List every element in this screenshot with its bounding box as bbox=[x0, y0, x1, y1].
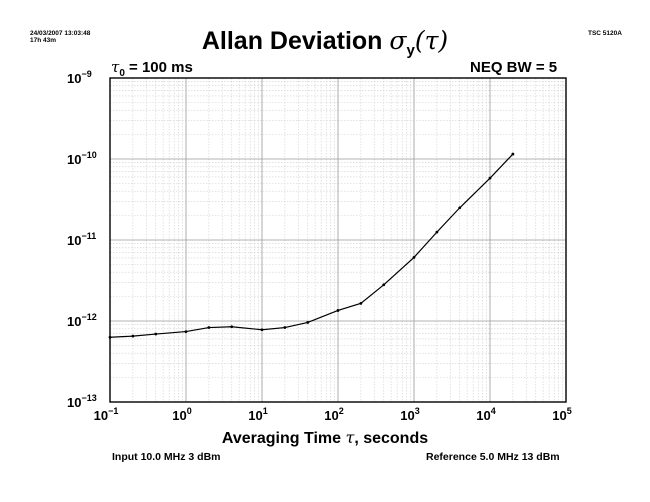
tau0-value: = 100 ms bbox=[124, 59, 193, 76]
data-point bbox=[359, 301, 363, 305]
x-tick-label: 102 bbox=[324, 406, 343, 423]
data-point bbox=[207, 326, 211, 329]
reference-info: Reference 5.0 MHz 13 dBm bbox=[426, 451, 560, 463]
x-axis-label: Averaging Time τ, seconds bbox=[0, 428, 650, 448]
instrument-id: TSC 5120A bbox=[588, 30, 622, 37]
data-point bbox=[458, 206, 462, 210]
duration: 17h 43m bbox=[30, 37, 57, 44]
neq-bw-label: NEQ BW = 5 bbox=[470, 59, 558, 76]
data-point bbox=[488, 176, 492, 180]
data-point bbox=[382, 283, 386, 287]
timestamp: 24/03/2007 13:03:48 bbox=[30, 30, 91, 37]
xlabel-tau: τ bbox=[345, 428, 355, 447]
tau0-sub: 0 bbox=[119, 68, 125, 79]
data-point bbox=[283, 326, 287, 329]
data-point bbox=[412, 255, 416, 259]
data-point bbox=[306, 321, 310, 324]
title-sub: y bbox=[406, 42, 415, 59]
y-tick-label: 10−12 bbox=[67, 312, 97, 329]
y-tick-label: 10−11 bbox=[67, 231, 96, 248]
y-tick-labels: 10−9 10−10 10−11 10−12 10−13 bbox=[67, 69, 97, 410]
major-grid bbox=[110, 78, 566, 402]
x-tick-label: 100 bbox=[172, 406, 191, 423]
y-tick-label: 10−9 bbox=[67, 69, 92, 86]
x-tick-labels: 10−1 100 101 102 103 104 105 bbox=[94, 406, 572, 423]
y-tick-label: 10−10 bbox=[67, 150, 97, 167]
x-tick-label: 103 bbox=[400, 406, 419, 423]
x-tick-label: 105 bbox=[552, 406, 571, 423]
tau0-label: τ0 = 100 ms bbox=[111, 58, 193, 79]
data-point bbox=[435, 230, 439, 234]
data-point bbox=[131, 334, 135, 338]
y-tick-label: 10−13 bbox=[67, 393, 97, 410]
data-point bbox=[511, 152, 515, 156]
data-series bbox=[108, 152, 515, 339]
x-tick-label: 10−1 bbox=[94, 406, 119, 423]
x-tick-label: 104 bbox=[476, 406, 495, 423]
data-point bbox=[108, 335, 112, 339]
plot-frame bbox=[109, 77, 567, 403]
title-arg: (τ) bbox=[414, 26, 449, 55]
data-point bbox=[154, 332, 158, 336]
data-point bbox=[230, 325, 234, 329]
xlabel-suffix: , seconds bbox=[354, 430, 429, 447]
input-info: Input 10.0 MHz 3 dBm bbox=[112, 451, 221, 463]
data-point bbox=[260, 328, 264, 332]
xlabel-prefix: Averaging Time bbox=[221, 430, 346, 447]
title-main: Allan Deviation bbox=[201, 27, 390, 55]
data-point bbox=[336, 309, 340, 312]
series-line bbox=[109, 153, 514, 338]
title-sigma: σ bbox=[389, 26, 407, 55]
x-tick-label: 101 bbox=[248, 406, 267, 423]
chart-title: Allan Deviation σy(τ) bbox=[0, 26, 650, 59]
data-point bbox=[184, 330, 188, 333]
tau0-symbol: τ bbox=[111, 58, 120, 76]
